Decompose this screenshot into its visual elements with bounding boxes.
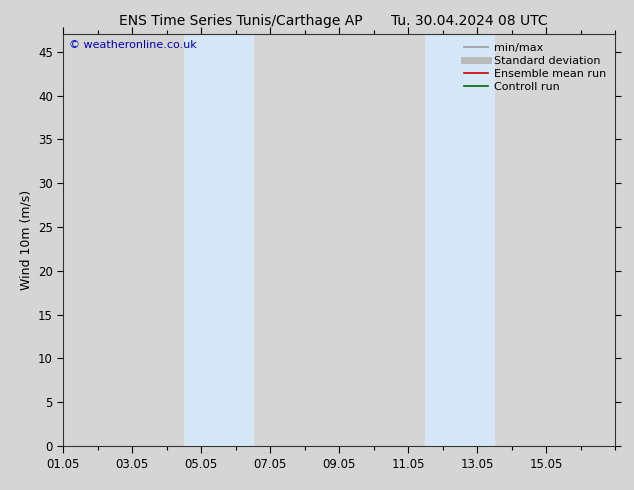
Bar (184, 34, 253, 446)
Y-axis label: Wind 10m (m/s): Wind 10m (m/s) (20, 190, 32, 290)
Text: © weatheronline.co.uk: © weatheronline.co.uk (69, 41, 197, 50)
Bar (425, 34, 495, 446)
Text: ENS Time Series Tunis/Carthage AP: ENS Time Series Tunis/Carthage AP (119, 14, 363, 28)
Text: Tu. 30.04.2024 08 UTC: Tu. 30.04.2024 08 UTC (391, 14, 548, 28)
Legend: min/max, Standard deviation, Ensemble mean run, Controll run: min/max, Standard deviation, Ensemble me… (460, 39, 611, 96)
